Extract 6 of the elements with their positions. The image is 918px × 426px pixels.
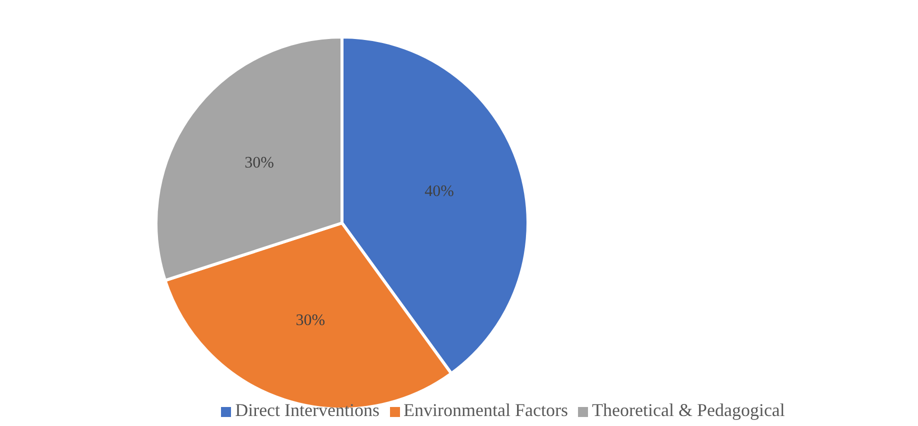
data-label: 30% bbox=[244, 154, 274, 172]
legend-label: Direct Interventions bbox=[235, 400, 380, 420]
data-label: 30% bbox=[296, 312, 326, 329]
data-label: 40% bbox=[424, 182, 454, 200]
legend-label: Theoretical & Pedagogical bbox=[592, 400, 785, 420]
legend-label: Environmental Factors bbox=[404, 400, 568, 420]
